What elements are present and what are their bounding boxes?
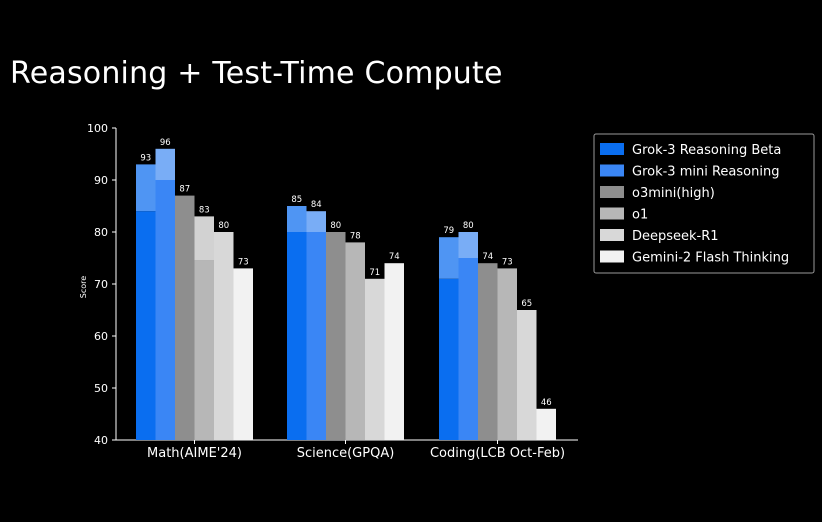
data-label: 74 xyxy=(482,252,493,262)
bar-upper-segment xyxy=(287,206,307,232)
bar xyxy=(233,268,253,440)
data-label: 73 xyxy=(238,257,249,267)
y-tick-label: 40 xyxy=(94,434,108,447)
bar-upper-segment xyxy=(194,216,214,261)
y-tick-label: 70 xyxy=(94,278,108,291)
bar-upper-segment xyxy=(306,211,326,232)
bar xyxy=(536,408,556,440)
y-tick-label: 100 xyxy=(87,122,108,135)
x-tick-label: Science(GPQA) xyxy=(297,446,395,461)
legend-entry: Gemini-2 Flash Thinking xyxy=(632,251,789,266)
legend-box xyxy=(593,133,815,274)
bar xyxy=(214,232,234,440)
data-label: 80 xyxy=(218,221,229,231)
bar-upper-segment xyxy=(136,164,156,212)
data-label: 83 xyxy=(199,205,210,215)
bar-upper-segment xyxy=(439,237,459,279)
legend-swatch xyxy=(600,164,624,177)
bar xyxy=(326,232,346,440)
y-axis-label: Score xyxy=(79,276,88,298)
legend-entry: Deepseek-R1 xyxy=(632,229,719,244)
data-label: 96 xyxy=(160,138,171,148)
data-label: 65 xyxy=(521,299,532,309)
data-label: 73 xyxy=(502,257,513,267)
bar xyxy=(194,260,214,440)
data-label: 80 xyxy=(330,221,341,231)
legend-swatch xyxy=(600,250,624,263)
legend-entry: o3mini(high) xyxy=(632,186,715,201)
data-label: 46 xyxy=(541,398,552,408)
legend-swatch xyxy=(600,186,624,198)
bar-upper-segment xyxy=(155,148,175,180)
bar xyxy=(497,268,517,440)
legend-swatch xyxy=(600,143,624,155)
data-label: 80 xyxy=(463,221,474,231)
x-tick-label: Math(AIME'24) xyxy=(147,446,242,461)
bar xyxy=(345,242,365,440)
bar xyxy=(458,258,478,440)
y-tick-label: 60 xyxy=(94,330,108,343)
bar xyxy=(287,232,307,440)
data-label: 87 xyxy=(179,185,190,195)
data-label: 93 xyxy=(140,153,151,163)
y-tick-label: 80 xyxy=(94,226,108,239)
bar xyxy=(136,211,156,440)
bar-upper-segment xyxy=(458,232,478,258)
data-label: 84 xyxy=(311,200,322,210)
x-tick-label: Coding(LCB Oct-Feb) xyxy=(430,446,565,461)
data-label: 71 xyxy=(369,268,380,278)
page-title: Reasoning + Test-Time Compute xyxy=(10,56,503,91)
bar xyxy=(478,263,498,440)
legend-swatch xyxy=(600,207,624,220)
bar xyxy=(365,278,385,440)
data-label: 78 xyxy=(350,231,361,241)
legend-swatch xyxy=(600,229,624,241)
bar xyxy=(517,310,537,440)
bar xyxy=(439,278,459,440)
legend-entry: Grok-3 Reasoning Beta xyxy=(632,143,781,158)
legend-entry: o1 xyxy=(632,208,648,223)
legend-entry: Grok-3 mini Reasoning xyxy=(632,165,779,180)
bar xyxy=(306,232,326,440)
data-label: 85 xyxy=(291,195,302,205)
bar xyxy=(175,195,195,440)
data-label: 79 xyxy=(443,226,454,236)
bar xyxy=(384,263,404,440)
bar xyxy=(155,180,175,440)
y-tick-label: 90 xyxy=(94,174,108,187)
data-label: 74 xyxy=(389,252,400,262)
y-tick-label: 50 xyxy=(94,382,108,395)
